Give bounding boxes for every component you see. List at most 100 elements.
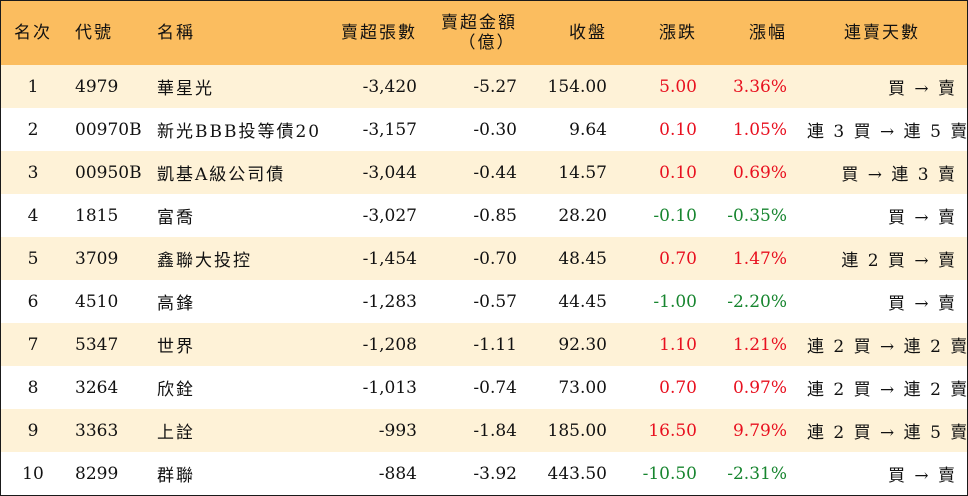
- cell-code: 5347: [75, 334, 119, 355]
- cell-name: 新光BBB投等債20: [157, 122, 322, 142]
- cell-change-pct: 3.36%: [732, 76, 787, 97]
- cell-close: 92.30: [558, 334, 607, 355]
- cell-change: -1.00: [653, 291, 697, 312]
- header-net-sell-shares: 賣超張數: [341, 23, 417, 43]
- cell-change-pct: 0.69%: [732, 162, 787, 183]
- cell-name: 鑫聯大投控: [157, 251, 252, 271]
- cell-rank: 5: [27, 248, 39, 269]
- cell-close: 9.64: [569, 119, 607, 140]
- cell-change-pct: 1.47%: [732, 248, 787, 269]
- cell-consecutive-days: 連 2 買 → 連 2 賣: [807, 380, 967, 400]
- cell-net-sell-amount: -0.30: [473, 119, 517, 140]
- cell-rank: 2: [27, 119, 39, 140]
- cell-change-pct: -2.20%: [727, 291, 787, 312]
- cell-name: 上詮: [157, 423, 195, 443]
- cell-net-sell-amount: -5.27: [473, 76, 517, 97]
- cell-name: 富喬: [157, 208, 195, 228]
- cell-change: 0.70: [659, 377, 697, 398]
- cell-change-pct: 1.21%: [732, 334, 787, 355]
- table-body: 1 4979 華星光 -3,420 -5.27 154.00 5.00 3.36…: [1, 65, 967, 495]
- cell-net-sell-shares: -1,208: [362, 334, 417, 355]
- header-net-sell-amount-line1: 賣超金額: [441, 13, 517, 33]
- cell-change: 5.00: [659, 76, 697, 97]
- cell-code: 4979: [75, 76, 119, 97]
- table-row: 5 3709 鑫聯大投控 -1,454 -0.70 48.45 0.70 1.4…: [1, 237, 967, 280]
- cell-change: -0.10: [653, 205, 697, 226]
- cell-code: 3709: [75, 248, 119, 269]
- cell-net-sell-amount: -0.74: [473, 377, 517, 398]
- cell-name: 高鋒: [157, 294, 195, 314]
- cell-consecutive-days: 連 2 買 → 賣: [841, 251, 957, 271]
- header-net-sell-amount-line2: （億）: [458, 33, 516, 53]
- cell-net-sell-shares: -1,013: [362, 377, 417, 398]
- cell-rank: 9: [27, 420, 39, 441]
- cell-close: 28.20: [558, 205, 607, 226]
- cell-consecutive-days: 連 2 買 → 連 2 賣: [807, 337, 967, 357]
- table-row: 6 4510 高鋒 -1,283 -0.57 44.45 -1.00 -2.20…: [1, 280, 967, 323]
- cell-code: 4510: [75, 291, 119, 312]
- header-close: 收盤: [569, 23, 607, 43]
- cell-net-sell-amount: -0.44: [473, 162, 517, 183]
- cell-consecutive-days: 買 → 賣: [887, 208, 957, 228]
- cell-rank: 7: [27, 334, 39, 355]
- cell-change: 16.50: [648, 420, 697, 441]
- cell-net-sell-amount: -3.92: [473, 463, 517, 484]
- cell-rank: 10: [22, 463, 44, 484]
- cell-consecutive-days: 買 → 賣: [887, 79, 957, 99]
- cell-net-sell-amount: -0.85: [473, 205, 517, 226]
- cell-close: 14.57: [558, 162, 607, 183]
- cell-code: 00970B: [75, 119, 142, 140]
- cell-consecutive-days: 連 3 買 → 連 5 賣: [807, 122, 967, 142]
- cell-name: 群聯: [157, 466, 195, 486]
- cell-code: 3363: [75, 420, 119, 441]
- header-code: 代號: [75, 23, 113, 43]
- cell-net-sell-shares: -3,157: [362, 119, 417, 140]
- cell-net-sell-amount: -1.11: [473, 334, 517, 355]
- cell-name: 華星光: [157, 79, 214, 99]
- cell-close: 44.45: [558, 291, 607, 312]
- cell-change: 0.10: [659, 162, 697, 183]
- cell-change-pct: 1.05%: [732, 119, 787, 140]
- table-header: 名次 代號 名稱 賣超張數 賣超金額 （億） 收盤 漲跌 漲幅 連賣天數: [1, 1, 967, 65]
- header-rank: 名次: [14, 23, 52, 43]
- cell-change: 0.10: [659, 119, 697, 140]
- cell-close: 154.00: [547, 76, 607, 97]
- cell-rank: 8: [27, 377, 39, 398]
- cell-net-sell-shares: -1,454: [362, 248, 417, 269]
- cell-net-sell-shares: -993: [378, 420, 417, 441]
- cell-code: 8299: [75, 463, 119, 484]
- cell-net-sell-shares: -884: [378, 463, 417, 484]
- cell-change: 0.70: [659, 248, 697, 269]
- cell-code: 3264: [75, 377, 119, 398]
- cell-net-sell-amount: -0.70: [473, 248, 517, 269]
- cell-change-pct: 9.79%: [732, 420, 787, 441]
- cell-consecutive-days: 買 → 連 3 賣: [841, 165, 957, 185]
- header-change-pct: 漲幅: [749, 23, 787, 43]
- table-row: 1 4979 華星光 -3,420 -5.27 154.00 5.00 3.36…: [1, 65, 967, 108]
- cell-name: 欣銓: [157, 380, 195, 400]
- cell-consecutive-days: 買 → 賣: [887, 294, 957, 314]
- cell-net-sell-amount: -0.57: [473, 291, 517, 312]
- header-consecutive-days: 連賣天數: [844, 23, 920, 43]
- cell-code: 00950B: [75, 162, 142, 183]
- table-row: 9 3363 上詮 -993 -1.84 185.00 16.50 9.79% …: [1, 409, 967, 452]
- cell-rank: 4: [27, 205, 39, 226]
- cell-consecutive-days: 買 → 賣: [887, 466, 957, 486]
- header-row: 名次 代號 名稱 賣超張數 賣超金額 （億） 收盤 漲跌 漲幅 連賣天數: [1, 1, 967, 65]
- cell-close: 48.45: [558, 248, 607, 269]
- table-row: 8 3264 欣銓 -1,013 -0.74 73.00 0.70 0.97% …: [1, 366, 967, 409]
- cell-change-pct: -2.31%: [727, 463, 787, 484]
- cell-close: 73.00: [558, 377, 607, 398]
- cell-change: -10.50: [642, 463, 697, 484]
- table-row: 10 8299 群聯 -884 -3.92 443.50 -10.50 -2.3…: [1, 452, 967, 495]
- cell-net-sell-shares: -1,283: [362, 291, 417, 312]
- table-row: 2 00970B 新光BBB投等債20 -3,157 -0.30 9.64 0.…: [1, 108, 967, 151]
- cell-net-sell-shares: -3,044: [362, 162, 417, 183]
- cell-close: 443.50: [547, 463, 607, 484]
- cell-rank: 1: [27, 76, 39, 97]
- table-row: 7 5347 世界 -1,208 -1.11 92.30 1.10 1.21% …: [1, 323, 967, 366]
- cell-net-sell-shares: -3,027: [362, 205, 417, 226]
- cell-name: 凱基A級公司債: [157, 165, 286, 185]
